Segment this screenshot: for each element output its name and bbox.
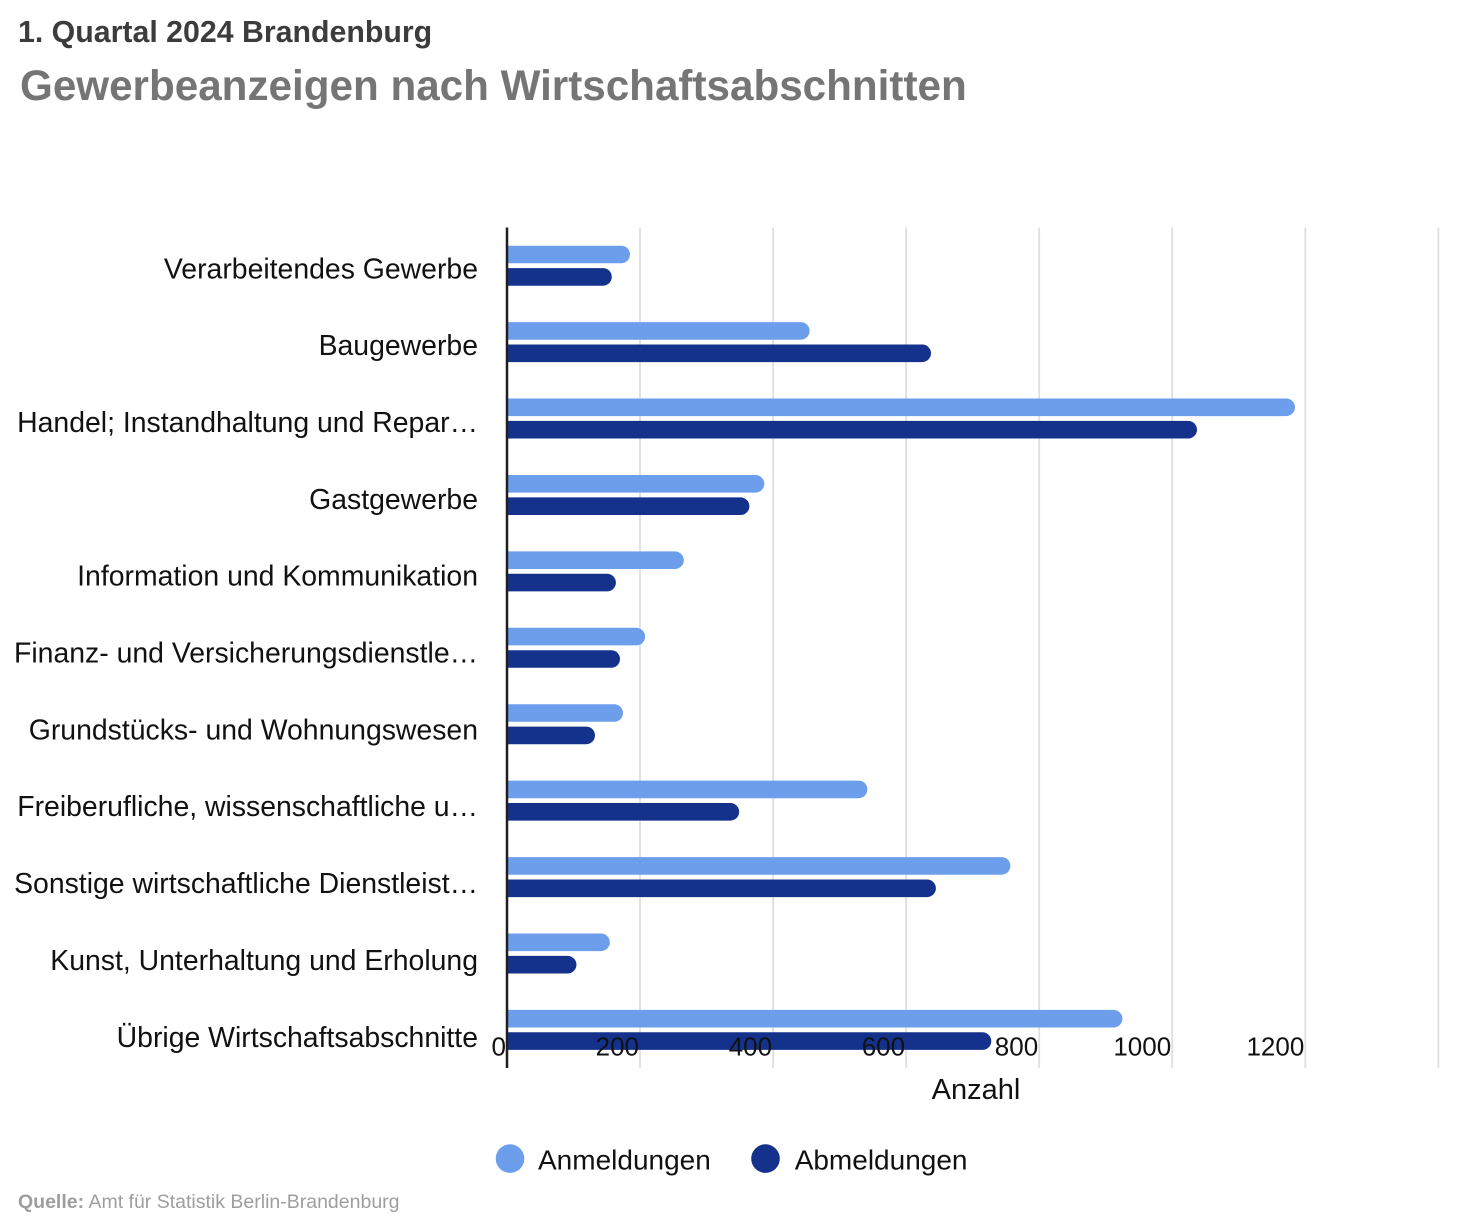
svg-text:Freiberufliche, wissenschaftli: Freiberufliche, wissenschaftliche u… bbox=[17, 791, 478, 823]
svg-text:1200: 1200 bbox=[1246, 1032, 1304, 1062]
svg-text:Verarbeitendes Gewerbe: Verarbeitendes Gewerbe bbox=[164, 253, 478, 285]
svg-text:Finanz- und Versicherungsdiens: Finanz- und Versicherungsdienstle… bbox=[14, 638, 478, 670]
svg-text:Information und Kommunikation: Information und Kommunikation bbox=[77, 561, 478, 593]
svg-text:Kunst, Unterhaltung und Erholu: Kunst, Unterhaltung und Erholung bbox=[50, 945, 478, 977]
svg-text:Gastgewerbe: Gastgewerbe bbox=[309, 484, 478, 516]
svg-text:Anmeldungen: Anmeldungen bbox=[538, 1145, 711, 1176]
svg-text:800: 800 bbox=[995, 1032, 1038, 1062]
svg-text:600: 600 bbox=[862, 1032, 905, 1062]
svg-text:Handel; Instandhaltung und Rep: Handel; Instandhaltung und Repar… bbox=[17, 407, 478, 439]
svg-text:Übrige Wirtschaftsabschnitte: Übrige Wirtschaftsabschnitte bbox=[117, 1022, 478, 1054]
svg-text:Abmeldungen: Abmeldungen bbox=[795, 1145, 968, 1176]
svg-text:Sonstige wirtschaftliche Diens: Sonstige wirtschaftliche Dienstleist… bbox=[14, 868, 478, 900]
svg-text:0: 0 bbox=[492, 1032, 506, 1062]
svg-text:Grundstücks- und Wohnungswesen: Grundstücks- und Wohnungswesen bbox=[29, 714, 478, 746]
svg-text:400: 400 bbox=[729, 1032, 772, 1062]
svg-text:Anzahl: Anzahl bbox=[932, 1074, 1021, 1106]
svg-text:Baugewerbe: Baugewerbe bbox=[319, 330, 478, 362]
svg-text:1000: 1000 bbox=[1113, 1032, 1171, 1062]
svg-text:200: 200 bbox=[596, 1032, 639, 1062]
